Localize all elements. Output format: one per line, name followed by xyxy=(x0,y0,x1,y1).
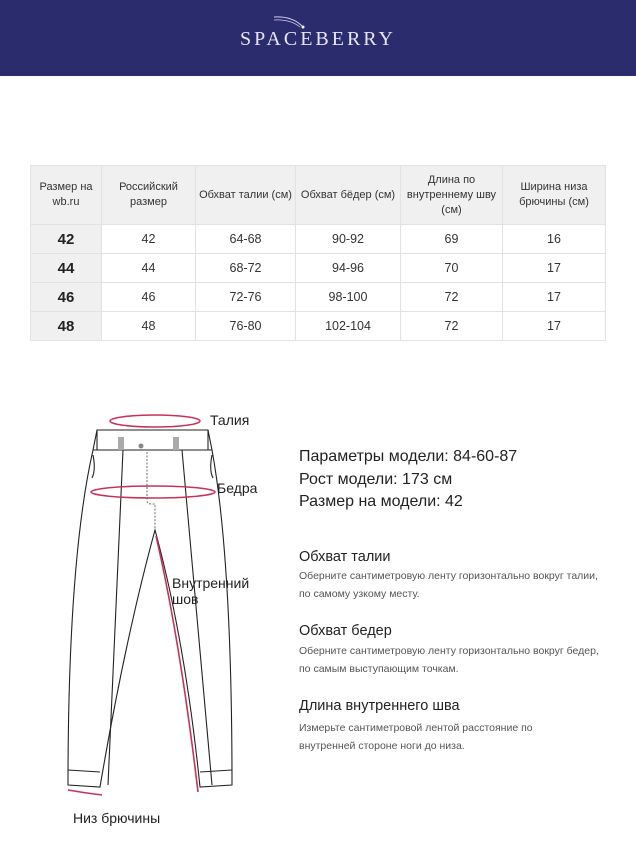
label-inseam: Внутренний шов xyxy=(172,575,250,607)
table-cell: 72 xyxy=(400,282,503,312)
table-cell: 69 xyxy=(400,224,503,254)
shooting-star-icon xyxy=(273,16,305,29)
guide-title: Обхват талии xyxy=(299,549,391,565)
model-params: Параметры модели: 84-60-87 xyxy=(299,448,518,465)
label-hips: Бедра xyxy=(217,480,258,496)
header-banner: SPACEBERRY xyxy=(0,0,636,76)
table-cell: 42 xyxy=(101,224,196,254)
label-waist: Талия xyxy=(210,412,250,428)
label-hem: Низ брючины xyxy=(73,810,161,826)
model-height: Рост модели: 173 см xyxy=(299,471,453,488)
table-row: 46 46 72-76 98-100 72 17 xyxy=(30,282,606,312)
table-cell: 76-80 xyxy=(195,311,296,341)
table-cell: 48 xyxy=(101,311,196,341)
table-cell: 48 xyxy=(30,311,102,341)
pants-outline xyxy=(67,429,233,788)
col-header: Обхват талии (см) xyxy=(195,165,296,225)
brand-logo: SPACEBERRY xyxy=(240,28,396,50)
table-cell: 17 xyxy=(502,311,606,341)
hem-measure-line xyxy=(67,789,103,796)
guide-text: Оберните сантиметровую ленту горизонталь… xyxy=(299,570,598,600)
table-cell: 70 xyxy=(400,253,503,283)
guide-title: Обхват бедер xyxy=(299,623,392,639)
table-cell: 90-92 xyxy=(295,224,401,254)
hips-measure-line xyxy=(90,485,216,499)
model-size: Размер на модели: 42 xyxy=(299,493,463,510)
col-header: Длина по внутреннему шву (см) xyxy=(400,165,503,225)
guide-title: Длина внутреннего шва xyxy=(299,698,460,714)
col-header: Обхват бёдер (см) xyxy=(295,165,401,225)
col-header: Ширина низа брючины (см) xyxy=(502,165,606,225)
inseam-measure-line xyxy=(155,535,199,793)
table-cell: 72 xyxy=(400,311,503,341)
button-icon xyxy=(138,443,144,449)
table-cell: 94-96 xyxy=(295,253,401,283)
table-cell: 102-104 xyxy=(295,311,401,341)
table-cell: 98-100 xyxy=(295,282,401,312)
table-cell: 68-72 xyxy=(195,253,296,283)
table-cell: 17 xyxy=(502,253,606,283)
guide-text: Оберните сантиметровую ленту горизонталь… xyxy=(299,645,599,675)
pants-diagram xyxy=(67,414,233,796)
size-table: Размер на wb.ru Российский размер Обхват… xyxy=(30,165,606,341)
waist-measure-line xyxy=(109,414,201,428)
table-cell: 17 xyxy=(502,282,606,312)
col-header: Размер на wb.ru xyxy=(30,165,102,225)
guide-text: Измерьте сантиметровой лентой расстояние… xyxy=(299,722,533,752)
table-row: 48 48 76-80 102-104 72 17 xyxy=(30,311,606,341)
table-cell: 16 xyxy=(502,224,606,254)
